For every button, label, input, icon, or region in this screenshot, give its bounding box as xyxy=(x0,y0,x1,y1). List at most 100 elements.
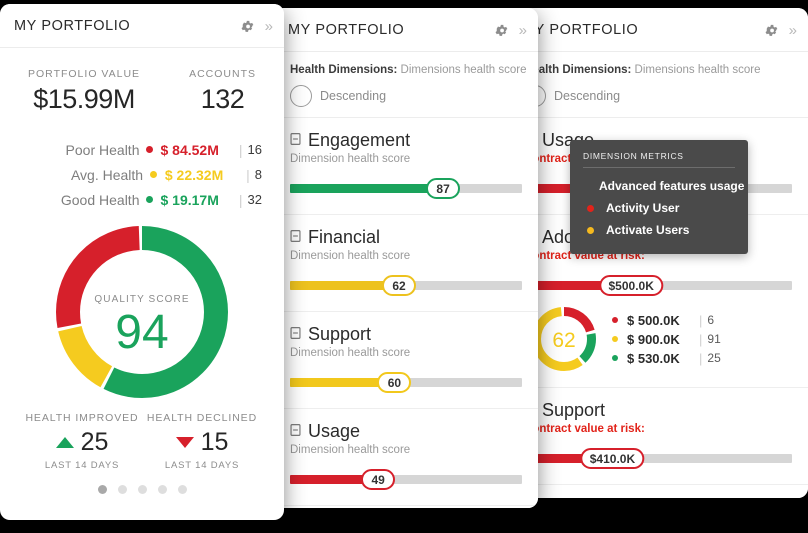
adoption-legend-dot xyxy=(612,336,618,342)
panel2-subheader: Health Dimensions: Dimensions health sco… xyxy=(274,52,538,76)
tooltip-metric-row: Activity User xyxy=(583,197,735,219)
adoption-donut-value: 62 xyxy=(552,329,575,352)
quality-score-donut: QUALITY SCORE 94 xyxy=(22,226,262,398)
kpi-accounts-count: 132 xyxy=(200,84,245,114)
panel3-subheader: Health Dimensions: Dimensions health sco… xyxy=(508,52,808,76)
pagination-dot[interactable] xyxy=(177,485,187,494)
tooltip-metric-label: Activity User xyxy=(606,201,680,215)
dimension-card[interactable]: EngagementContract value at risk: xyxy=(508,484,808,498)
dimension-bar-track xyxy=(290,475,522,484)
pagination-dot[interactable] xyxy=(97,485,107,494)
dimension-bar: 62 xyxy=(290,275,522,296)
chevron-double-right-icon[interactable]: » xyxy=(788,21,797,39)
dimension-bar-fill xyxy=(290,475,379,484)
adoption-breakdown: 62 $ 500.0K | 6 $ 900.0K | 91 $ 530.0K | 25 xyxy=(524,307,792,371)
panel2-card-list: Engagement Dimension health score 87 Financ… xyxy=(274,117,538,508)
kpi-portfolio-value: PORTFOLIO VALUE $15.99M xyxy=(28,68,140,115)
kpi-portfolio-value-amount: $15.99M xyxy=(33,84,135,114)
health-row-separator: | xyxy=(238,141,243,158)
health-row-separator: | xyxy=(246,166,250,183)
adoption-legend-count: 25 xyxy=(707,351,721,365)
panel2-title: MY PORTFOLIO xyxy=(288,21,405,38)
dimension-bar-value: $500.0K xyxy=(599,275,663,296)
list-icon xyxy=(290,229,301,247)
dimension-bar-fill xyxy=(524,281,632,290)
dimension-card-title: Support xyxy=(542,400,606,420)
dimension-bar: 87 xyxy=(290,178,522,199)
pagination-dot[interactable] xyxy=(137,485,147,494)
panel1-title: MY PORTFOLIO xyxy=(14,17,131,34)
dimension-card[interactable]: Support Dimension health score 60 xyxy=(274,311,538,408)
adoption-legend-value: $ 530.0K xyxy=(627,350,680,366)
gear-icon[interactable] xyxy=(764,23,779,38)
health-row-color-dot xyxy=(139,196,160,203)
dimension-card[interactable]: Usage Dimension health score 49 xyxy=(274,408,538,505)
quality-score-value: 94 xyxy=(115,306,168,359)
health-trend-period: LAST 14 DAYS xyxy=(44,460,120,471)
dimension-bar-fill xyxy=(290,281,400,290)
panel2-sort-control[interactable]: Descending xyxy=(274,76,538,117)
health-trend-value: 15 xyxy=(200,428,229,456)
gear-icon[interactable] xyxy=(494,23,509,38)
dimension-bar-fill xyxy=(290,378,395,387)
list-icon xyxy=(290,423,301,441)
arrow-up-icon xyxy=(55,437,74,448)
dimension-bar: 49 xyxy=(290,469,522,490)
pagination-dot[interactable] xyxy=(117,485,127,494)
gear-icon[interactable] xyxy=(240,19,255,34)
carousel-pagination[interactable] xyxy=(22,485,262,494)
dimension-card-title: Engagement xyxy=(308,130,411,150)
health-row-amount: $ 22.32M xyxy=(164,166,224,183)
panel3-title: MY PORTFOLIO xyxy=(522,21,639,38)
health-row: Avg. Health $ 22.32M | 8 xyxy=(44,162,262,187)
donut-segment-poor xyxy=(532,307,596,371)
panel3-sort-label: Descending xyxy=(554,89,621,103)
health-row-amount: $ 19.17M xyxy=(160,191,219,208)
health-row-count: 16 xyxy=(247,142,262,157)
dimension-bar: 60 xyxy=(290,372,522,393)
dimension-card[interactable]: Support Contract value at risk: $410.0K xyxy=(508,387,808,484)
dimension-card-subtitle: Dimension health score xyxy=(290,153,411,165)
adoption-legend-separator: | xyxy=(699,331,703,347)
pagination-dot[interactable] xyxy=(157,485,167,494)
adoption-donut: 62 xyxy=(532,307,596,371)
health-row: Good Health $ 19.17M | 32 xyxy=(44,187,262,212)
adoption-legend-value: $ 500.0K xyxy=(627,312,680,328)
dimension-card[interactable]: Financial Dimension health score 62 xyxy=(274,214,538,311)
health-row: Poor Health $ 84.52M | 16 xyxy=(44,137,262,162)
chevron-double-right-icon[interactable]: » xyxy=(264,17,273,35)
portfolio-panel-2: MY PORTFOLIO » Health Dimensions: Dimens… xyxy=(274,8,538,508)
dimension-card[interactable]: Engagement Dimension health score 87 xyxy=(274,117,538,214)
tooltip-metric-row: Advanced features usage xyxy=(583,175,744,197)
health-breakdown-list: Poor Health $ 84.52M | 16 Avg. Health $ 22.32… xyxy=(22,137,262,212)
dimension-card-title: Engagement xyxy=(542,497,644,498)
dimension-bar-value: 87 xyxy=(426,178,461,199)
kpi-portfolio-value-label: PORTFOLIO VALUE xyxy=(28,68,141,80)
kpi-accounts: ACCOUNTS 132 xyxy=(189,68,256,115)
panel3-header-tools: » xyxy=(764,8,797,52)
panel2-subheader-rest: Dimensions health score xyxy=(397,64,527,76)
dimension-card-header: Support xyxy=(290,324,522,345)
quality-score-label: QUALITY SCORE xyxy=(94,294,189,305)
adoption-legend-dot xyxy=(612,317,618,323)
health-trend-stat: HEALTH DECLINED 15 LAST 14 DAYS xyxy=(142,412,262,471)
panel3-sort-control[interactable]: Descending xyxy=(508,76,808,117)
list-icon xyxy=(290,326,301,344)
dimension-card[interactable]: AdoptionContract value at risk:$500.0K62… xyxy=(508,214,808,387)
donut-segment-good xyxy=(532,307,596,371)
adoption-legend-count: 91 xyxy=(707,332,721,346)
health-row-color-dot xyxy=(143,171,165,178)
dimension-card-subtitle: Dimension health score xyxy=(290,347,411,359)
dimension-bar-value: 49 xyxy=(361,469,396,490)
tooltip-metric-label: Activate Users xyxy=(606,223,690,237)
panel1-header: MY PORTFOLIO » xyxy=(0,4,284,48)
sort-circle-icon[interactable] xyxy=(290,85,312,107)
panel2-header: MY PORTFOLIO » xyxy=(274,8,538,52)
adoption-legend-row: $ 500.0K | 6 xyxy=(612,313,721,328)
dimension-card-subtitle: Contract value at risk: xyxy=(524,423,645,435)
dimension-metrics-tooltip: DIMENSION METRICS Advanced features usag… xyxy=(570,140,748,254)
adoption-legend-value: $ 900.0K xyxy=(627,331,680,347)
chevron-double-right-icon[interactable]: » xyxy=(518,21,527,39)
